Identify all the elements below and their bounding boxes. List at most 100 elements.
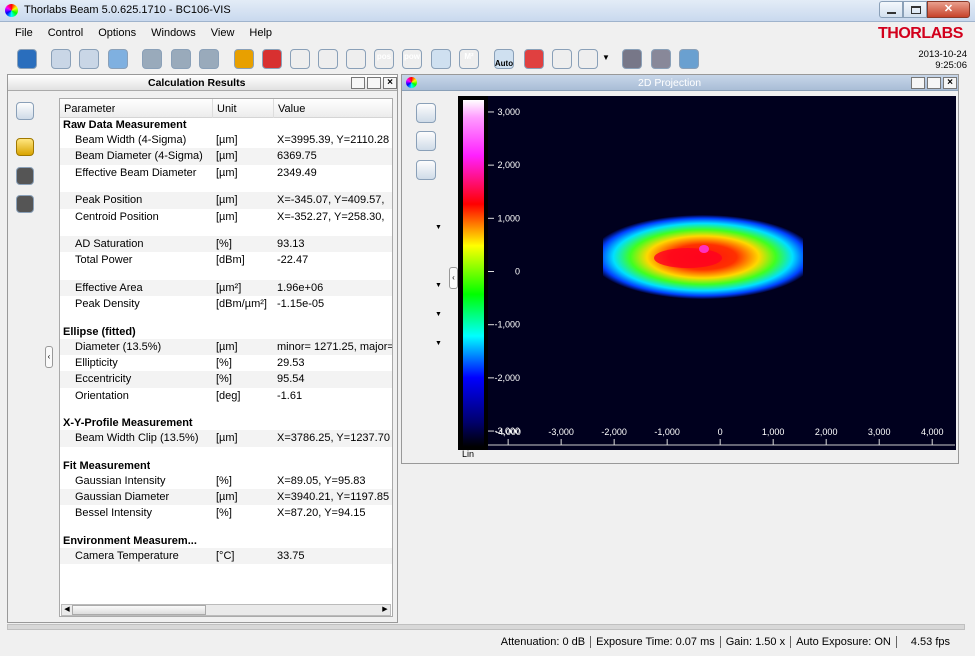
menu-item[interactable]: View (210, 27, 235, 39)
tool-button[interactable] (416, 334, 436, 354)
menu-item[interactable]: File (15, 27, 33, 39)
tool-button[interactable] (416, 218, 436, 238)
x-tick-label: -3,000 (548, 427, 574, 437)
toolbar-button[interactable] (524, 49, 544, 69)
table-row[interactable]: Orientation [deg] -1.61 (60, 387, 392, 405)
menu-item[interactable]: Windows (151, 27, 196, 39)
dropdown-arrow[interactable]: ▼ (435, 224, 442, 231)
toolbar-button[interactable] (318, 49, 338, 69)
toolbar-button[interactable] (552, 49, 572, 69)
table-row[interactable]: Peak Position [µm] X=-345.07, Y=409.57, (60, 192, 392, 209)
tool-button[interactable] (416, 397, 436, 417)
minimize-button[interactable] (879, 1, 903, 18)
toolbar-button[interactable] (651, 49, 671, 69)
table-row[interactable]: Gaussian Diameter [µm] X=3940.21, Y=1197.8… (60, 489, 392, 506)
toolbar-button[interactable] (51, 49, 71, 69)
dropdown-arrow[interactable]: ▼ (435, 311, 442, 318)
menu-item[interactable]: Control (47, 27, 84, 39)
table-row[interactable]: Camera Temperature [°C] 33.75 (60, 547, 392, 565)
table-row[interactable]: Diameter (13.5%) [µm] minor= 1271.25, majo… (60, 338, 392, 355)
section-title: Ellipse (fitted) (63, 325, 136, 338)
app-icon (5, 4, 18, 17)
horizontal-scrollbar[interactable]: ◀ ▶ (61, 604, 391, 616)
tool-button[interactable] (416, 247, 436, 267)
close-button[interactable]: × (383, 77, 397, 89)
parameter: Ellipticity (75, 357, 118, 369)
title-bar: Thorlabs Beam 5.0.625.1710 - BC106-VIS ✕ (0, 0, 975, 22)
dropdown-arrow[interactable]: ▼ (602, 53, 610, 62)
dropdown-arrow[interactable]: ▼ (435, 340, 442, 347)
tool-button[interactable] (416, 131, 436, 151)
x-tick-label: -2,000 (601, 427, 627, 437)
table-row[interactable]: Effective Area [µm²] 1.96e+06 (60, 279, 392, 297)
value: X=89.05, Y=95.83 (277, 474, 366, 487)
table-row[interactable]: Bessel Intensity [%] X=87.20, Y=94.15 (60, 505, 392, 522)
value: 2349.49 (277, 166, 317, 179)
toolbar-button[interactable] (262, 49, 282, 69)
toolbar-button[interactable] (346, 49, 366, 69)
column-header: Parameter (64, 103, 116, 115)
table-row[interactable]: Beam Width Clip (13.5%) [µm] X=3786.25, Y=… (60, 430, 392, 447)
table-row[interactable]: Beam Diameter (4-Sigma) [µm] 6369.75 (60, 148, 392, 165)
toolbar-button[interactable] (171, 49, 191, 69)
tool-button[interactable] (416, 276, 436, 296)
toolbar-button[interactable] (402, 49, 422, 69)
tool-button[interactable] (416, 103, 436, 123)
toolbar-button[interactable] (79, 49, 99, 69)
maximize-button[interactable] (927, 77, 941, 89)
table-row[interactable]: Ellipticity [%] 29.53 (60, 355, 392, 372)
tool-button[interactable] (416, 189, 436, 209)
unit: [dBm] (216, 254, 245, 267)
toolbar-button[interactable] (494, 49, 514, 69)
toolbar-button[interactable] (234, 49, 254, 69)
toolbar-button-label: M² (464, 52, 474, 61)
toolbar-button[interactable] (17, 49, 37, 69)
toolbar-button[interactable] (142, 49, 162, 69)
maximize-button[interactable] (367, 77, 381, 89)
value: 1.96e+06 (277, 281, 324, 294)
toolbar-button[interactable] (622, 49, 642, 69)
tool-button[interactable] (416, 305, 436, 325)
pass-fail-icon[interactable] (16, 167, 34, 185)
toolbar-button[interactable] (290, 49, 310, 69)
minimize-button[interactable] (351, 77, 365, 89)
toolbar-button[interactable] (199, 49, 219, 69)
collapse-tab[interactable]: ‹ (45, 346, 53, 368)
reset-icon[interactable] (16, 195, 34, 213)
table-row[interactable]: Gaussian Intensity [%] X=89.05, Y=95.83 (60, 472, 392, 489)
collapse-tab[interactable]: ‹ (449, 267, 458, 289)
tool-button[interactable] (416, 369, 436, 389)
toolbar-button[interactable] (459, 49, 479, 69)
panel-title-bar: Calculation Results × (8, 75, 397, 91)
parameter: Total Power (75, 254, 133, 267)
toolbar-button[interactable] (578, 49, 598, 69)
status-item: Attenuation: 0 dB (496, 636, 592, 648)
value: 33.75 (277, 549, 305, 562)
table-row[interactable]: Total Power [dBm] -22.47 (60, 252, 392, 269)
toolbar-button-label: Auto (494, 59, 514, 68)
minimize-button[interactable] (911, 77, 925, 89)
table-row[interactable]: AD Saturation [%] 93.13 (60, 236, 392, 253)
table-row[interactable]: Peak Density [dBm/µm²] -1.15e-05 (60, 296, 392, 313)
lock-icon[interactable] (16, 138, 34, 156)
toolbar-button[interactable] (431, 49, 451, 69)
dropdown-arrow[interactable]: ▼ (435, 282, 442, 289)
toolbar-button[interactable] (679, 49, 699, 69)
value: X=87.20, Y=94.15 (277, 507, 366, 520)
toolbar-button[interactable] (374, 49, 394, 69)
export-icon[interactable] (16, 102, 34, 120)
toolbar-button[interactable] (108, 49, 128, 69)
menu-item[interactable]: Options (98, 27, 137, 39)
close-button[interactable]: ✕ (927, 1, 970, 18)
table-row[interactable]: Centroid Position [µm] X=-352.27, Y=258.30… (60, 208, 392, 225)
table-row[interactable]: Eccentricity [%] 95.54 (60, 371, 392, 388)
table-row[interactable]: Effective Beam Diameter [µm] 2349.49 (60, 164, 392, 182)
menu-item[interactable]: Help (249, 27, 273, 39)
unit: [µm] (216, 491, 238, 503)
panel-title: 2D Projection (638, 77, 702, 89)
tool-button[interactable] (416, 160, 436, 180)
table-row[interactable]: Beam Width (4-Sigma) [µm] X=3995.39, Y=211… (60, 132, 392, 149)
maximize-button[interactable] (903, 1, 927, 18)
close-button[interactable]: × (943, 77, 957, 89)
